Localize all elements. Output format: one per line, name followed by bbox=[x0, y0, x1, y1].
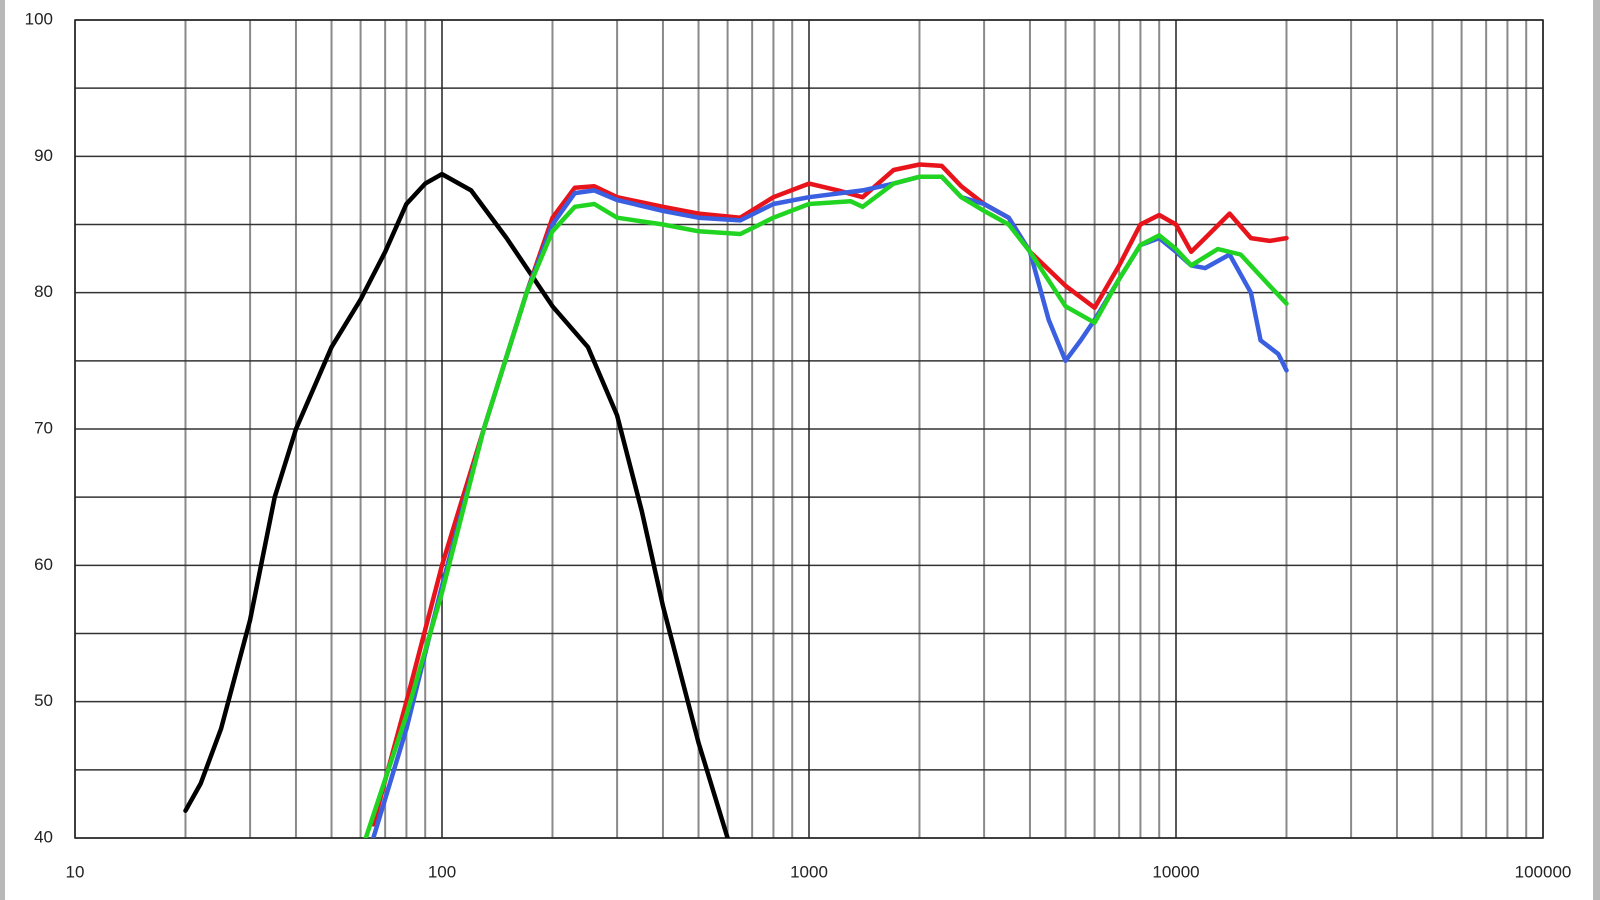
series-line bbox=[363, 174, 1289, 838]
x-tick-label: 100000 bbox=[1515, 862, 1572, 881]
y-tick-label: 60 bbox=[34, 555, 53, 574]
left-frame bbox=[0, 0, 5, 900]
x-tick-label: 10 bbox=[66, 862, 85, 881]
x-tick-label: 1000 bbox=[790, 862, 828, 881]
y-tick-label: 90 bbox=[34, 146, 53, 165]
plot-frame bbox=[74, 19, 1544, 839]
y-tick-label: 50 bbox=[34, 691, 53, 710]
x-tick-label: 10000 bbox=[1152, 862, 1199, 881]
series-line bbox=[371, 162, 1289, 827]
y-tick-label: 100 bbox=[25, 9, 53, 28]
y-tick-label: 70 bbox=[34, 418, 53, 437]
x-tick-label: 100 bbox=[428, 862, 456, 881]
right-frame bbox=[1593, 0, 1600, 900]
y-tick-label: 80 bbox=[34, 282, 53, 301]
series-line bbox=[183, 171, 730, 838]
y-tick-label: 40 bbox=[34, 827, 53, 846]
